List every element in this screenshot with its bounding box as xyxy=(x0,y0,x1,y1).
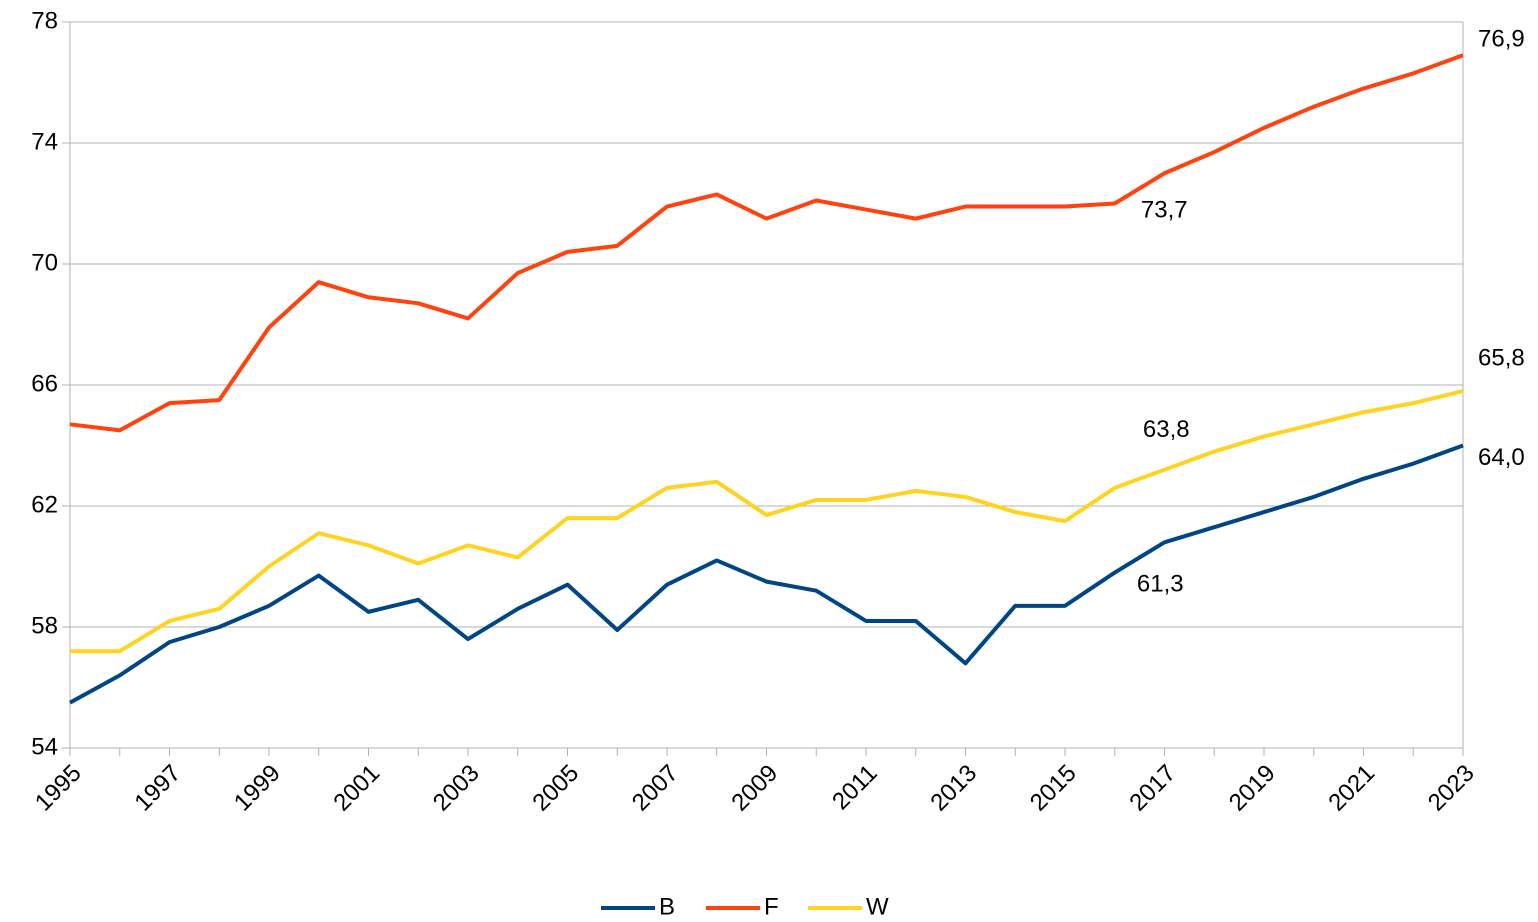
data-label: 73,7 xyxy=(1141,196,1188,223)
x-tick-label: 1995 xyxy=(30,760,87,817)
y-tick-label: 58 xyxy=(31,612,58,639)
x-tick-label: 2001 xyxy=(328,760,385,817)
data-label: 61,3 xyxy=(1137,571,1184,598)
x-tick-label: 2021 xyxy=(1323,760,1380,817)
y-tick-label: 74 xyxy=(31,128,58,155)
x-tick-label: 1997 xyxy=(129,760,186,817)
series-line xyxy=(70,389,1464,654)
x-tick-label: 2007 xyxy=(627,760,684,817)
y-tick-label: 62 xyxy=(31,491,58,518)
series-line xyxy=(69,53,1464,433)
legend-label: F xyxy=(764,893,779,920)
x-tick-label: 2009 xyxy=(726,760,783,817)
y-tick-label: 66 xyxy=(31,370,58,397)
x-tick-label: 2013 xyxy=(925,760,982,817)
data-label: 76,9 xyxy=(1478,26,1525,53)
x-tick-label: 2003 xyxy=(428,760,485,817)
x-tick-label: 2015 xyxy=(1025,760,1082,817)
y-tick-label: 54 xyxy=(31,733,58,760)
x-tick-label: 2011 xyxy=(827,760,883,816)
data-label: 64,0 xyxy=(1478,444,1525,471)
x-tick-label: 2023 xyxy=(1423,760,1480,817)
y-tick-label: 70 xyxy=(31,249,58,276)
legend-label: W xyxy=(866,893,889,920)
y-tick-label: 78 xyxy=(31,7,58,34)
data-label: 65,8 xyxy=(1478,344,1525,371)
x-tick-label: 1999 xyxy=(229,760,286,817)
series-line xyxy=(69,443,1464,705)
legend-label: B xyxy=(659,893,675,920)
x-tick-label: 2017 xyxy=(1124,760,1181,817)
x-tick-label: 2019 xyxy=(1224,760,1281,817)
x-tick-label: 2005 xyxy=(527,760,584,817)
data-label: 63,8 xyxy=(1143,416,1190,443)
